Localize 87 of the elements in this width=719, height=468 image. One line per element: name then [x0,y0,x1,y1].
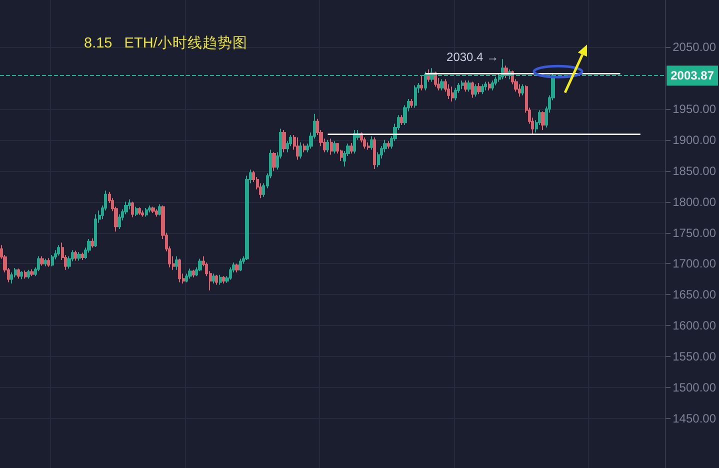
y-tick-label: 1900.00 [672,132,716,147]
candlestick [330,138,333,156]
y-tick-label: 2050.00 [672,40,716,54]
candlestick [192,269,195,278]
candlestick [350,142,353,154]
candlestick [138,206,141,216]
candlestick [239,258,242,272]
candlestick [353,130,356,154]
y-tick-label: 1650.00 [672,288,716,302]
y-tick-label: 1700.00 [672,256,716,271]
candlestick [477,82,481,95]
candlestick [464,80,467,92]
y-tick-label: 1450.00 [672,411,716,426]
candlestick [454,87,457,101]
candlestick [333,140,336,154]
candlestick [471,81,474,98]
candlestick [326,139,329,153]
candlestick [491,80,494,91]
candlestick [474,84,477,98]
candlestick [141,210,144,218]
candlestick [521,84,524,96]
candlestick [44,258,47,267]
candlestick [215,274,218,286]
y-tick-label: 1500.00 [672,380,716,395]
candlestick [91,238,94,248]
candlestick [81,252,84,260]
y-tick-label: 1800.00 [672,194,716,209]
candlestick [282,130,286,153]
candlestick [198,258,202,272]
candlestick [40,256,44,266]
text: 8.15 ETH/小时线趋势图 [84,34,248,52]
candlestick [235,263,239,273]
candlestick [488,81,491,91]
y-tick-label: 1950.00 [672,102,716,116]
candlestick [74,250,77,262]
candlestick [296,136,299,160]
candlestick [145,208,148,218]
candlestick [131,201,134,218]
candlestick [47,258,50,268]
y-tick-label: 1750.00 [672,226,716,240]
candlestick [94,214,97,248]
candlestick [222,276,225,284]
y-tick-label: 1600.00 [672,318,716,333]
candlestick [387,140,390,150]
candlestick [303,143,306,153]
candlestick [188,268,192,280]
y-tick-label: 1550.00 [672,350,716,364]
candlestick [20,270,23,280]
candlestick [299,142,302,159]
candlestick [77,251,81,262]
candlestick [440,78,444,91]
candlestick [17,268,20,280]
candlestick [151,206,155,214]
candlestick [229,266,232,280]
candlestick [481,84,484,95]
candlestick [27,269,30,280]
candlestick [363,136,366,150]
candlestick [467,80,471,92]
candlestick [178,258,181,283]
candlestick [175,256,178,270]
candlestick [400,114,403,126]
ref-line-label: 2003.87 [670,68,714,83]
candlestick [367,142,370,150]
candlestick [128,198,131,210]
candlestick [219,274,222,286]
candlestick [24,270,27,280]
candlestick [212,273,215,284]
candlestick [155,208,158,218]
candlestick [541,110,545,130]
candlestick [10,272,13,284]
candlestick [484,81,487,91]
y-tick-label: 1850.00 [672,164,716,178]
candlestick [420,75,423,91]
candlestick [148,205,151,213]
candlestick [461,80,464,90]
candlestick [158,204,161,216]
candlestick [37,256,40,272]
candlestick [135,206,138,217]
candlestick [30,268,34,277]
candlestick [370,136,373,150]
candlestick [414,84,417,108]
candlestick [451,86,454,102]
candlestick [57,244,60,256]
candlestick [410,98,413,108]
candlestick [272,152,276,172]
annotation: 2030.4 → [446,50,499,64]
candlestick [373,136,376,170]
